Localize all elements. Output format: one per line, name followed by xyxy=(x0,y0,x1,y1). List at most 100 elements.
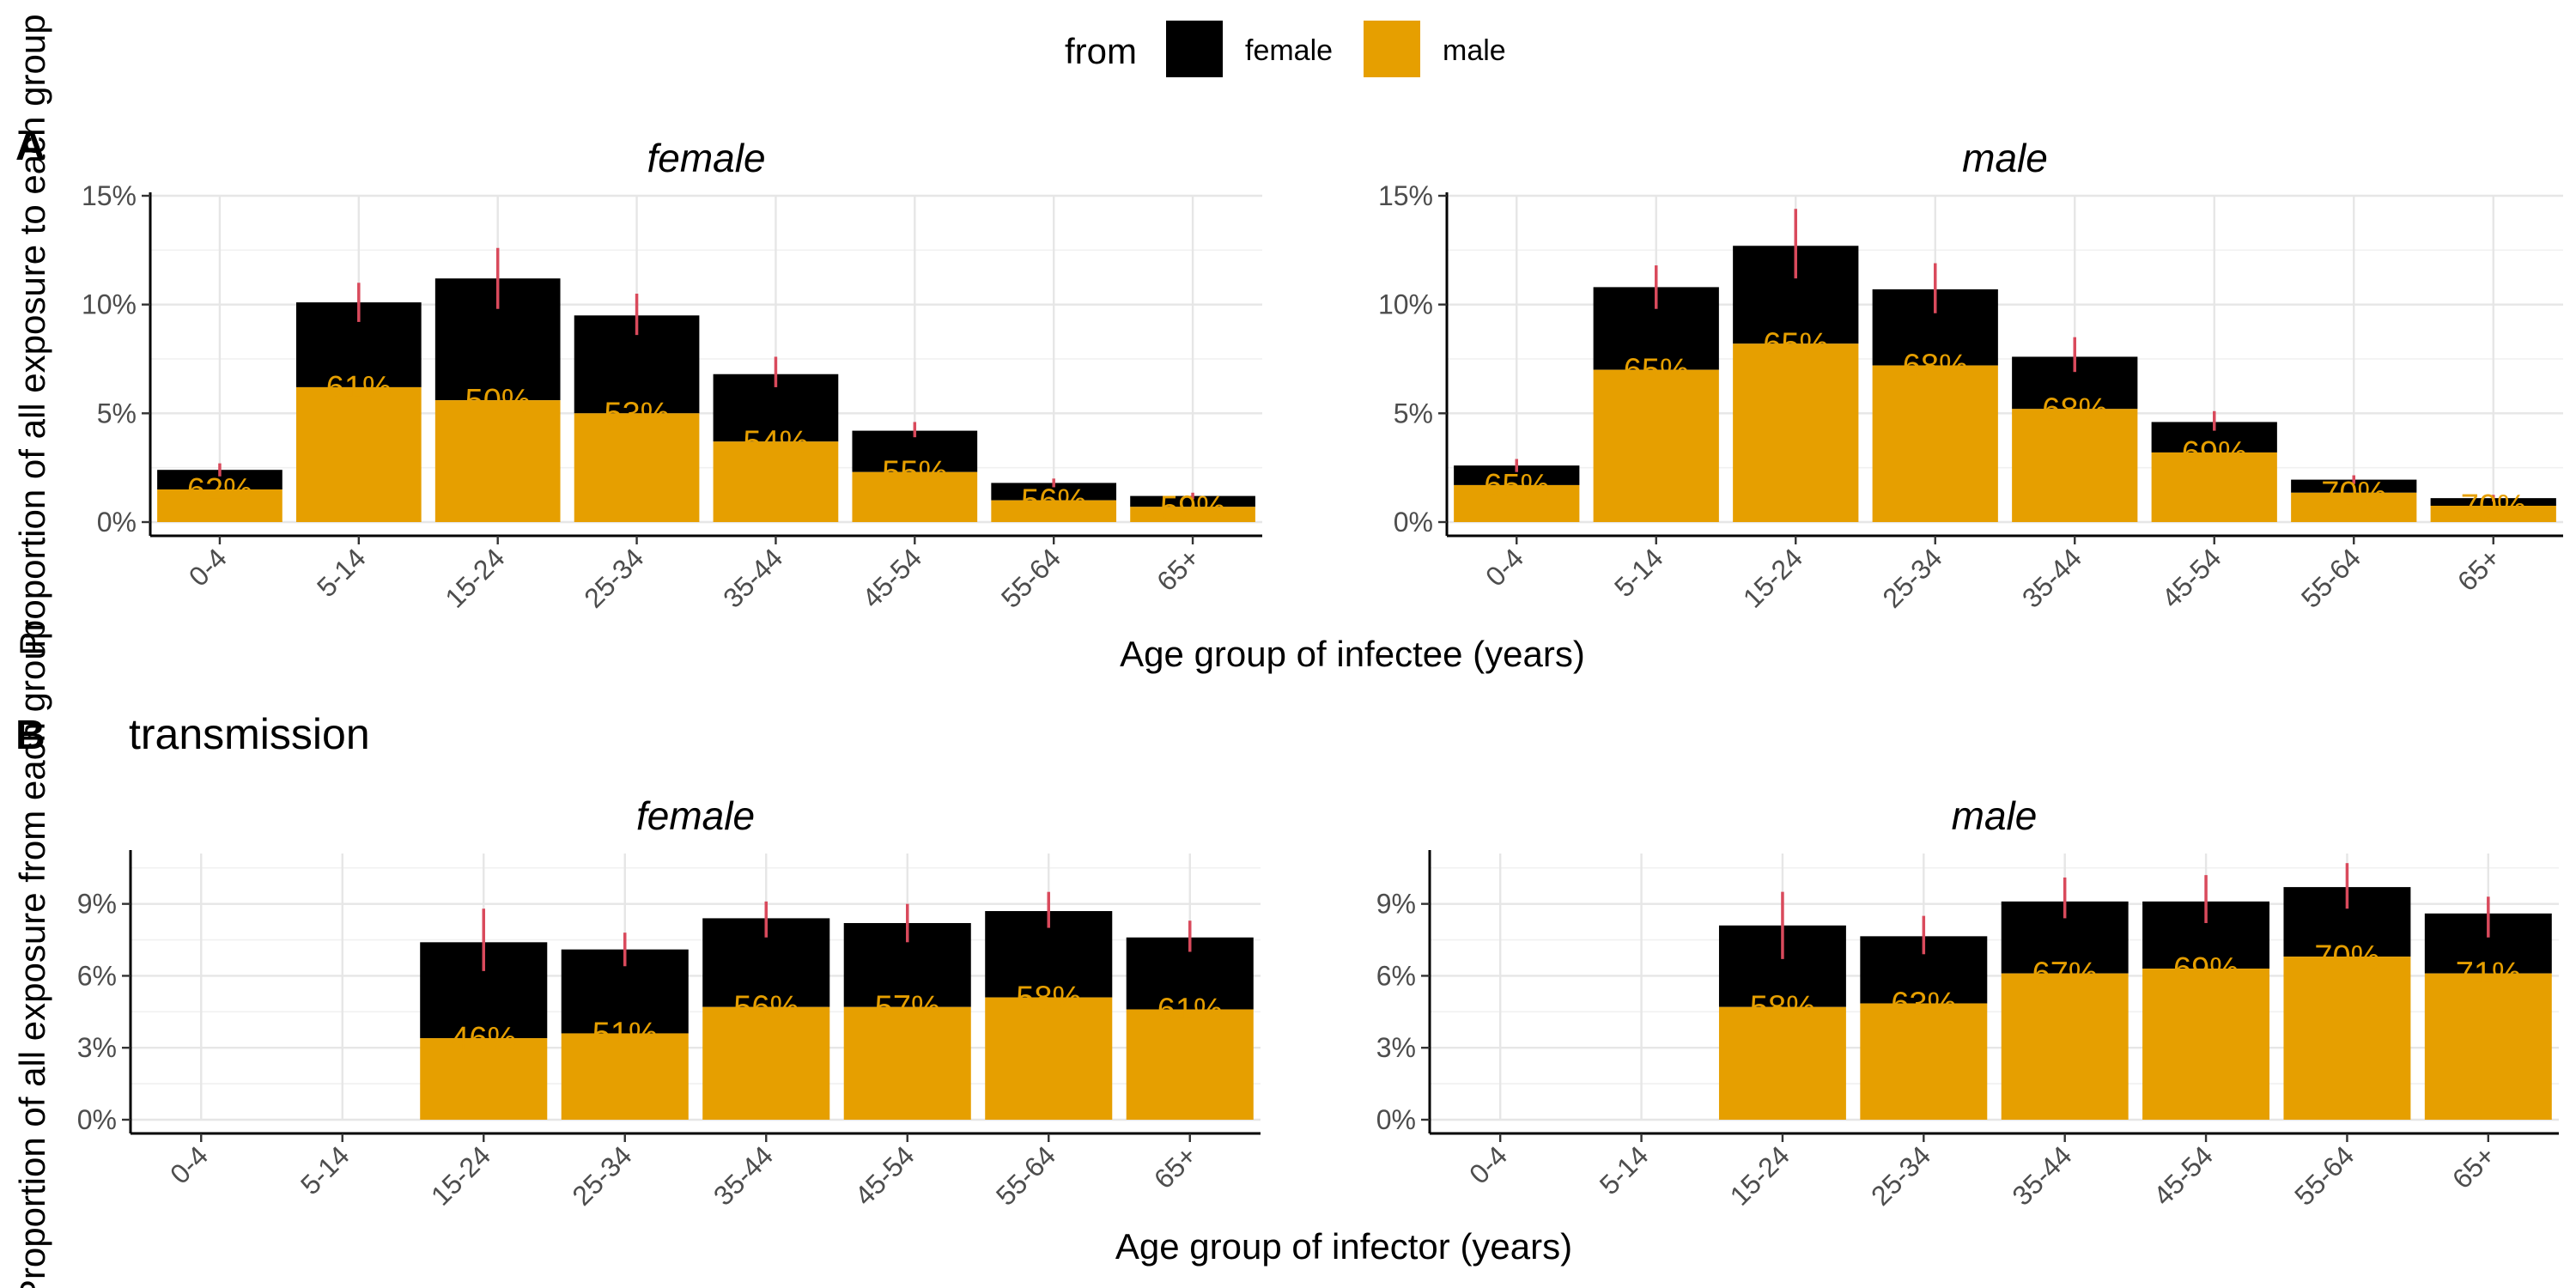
x-tick-label: 0-4 xyxy=(164,1139,214,1189)
facet-b-male: male 58% 63% 67% 69% 70% 71% 0% 3% 6% 9% 0-4 5-14 15-… xyxy=(1376,793,2559,1212)
y-tick-label: 10% xyxy=(1378,289,1433,320)
x-tick-label: 15-24 xyxy=(439,542,510,613)
y-tick-label: 0% xyxy=(97,507,137,538)
panel-tag-a: A xyxy=(15,124,46,169)
bar-male xyxy=(2151,452,2277,522)
facet-title: male xyxy=(1962,136,2048,180)
x-tick-label: 65+ xyxy=(1148,1139,1203,1194)
bar-female xyxy=(991,483,1117,501)
bar-male xyxy=(574,413,700,522)
x-axis-label-a: Age group of infectee (years) xyxy=(1120,634,1585,674)
y-tick-label: 15% xyxy=(82,180,137,211)
bar-male xyxy=(843,1006,971,1120)
bar-percent-label: 59% xyxy=(1160,489,1225,526)
bar-percent-label: 55% xyxy=(882,455,947,491)
y-tick-label: 0% xyxy=(77,1104,117,1135)
legend-label-female: female xyxy=(1245,34,1333,67)
bar-percent-label: 70% xyxy=(2321,476,2386,512)
bar-percent-label: 54% xyxy=(743,424,808,460)
bar-female xyxy=(157,470,283,489)
bar-male xyxy=(2001,973,2129,1120)
bar-male xyxy=(1126,1009,1254,1120)
x-tick-label: 15-24 xyxy=(1724,1139,1795,1211)
bar-male xyxy=(713,441,839,522)
y-tick-label: 5% xyxy=(1394,398,1433,428)
bar-male xyxy=(157,489,283,522)
x-tick-label: 65+ xyxy=(2446,1139,2501,1194)
bar-percent-label: 56% xyxy=(733,990,799,1026)
bar-male xyxy=(420,1038,548,1120)
y-tick-label: 3% xyxy=(77,1032,117,1063)
x-tick-label: 5-14 xyxy=(1594,1139,1655,1200)
bar-male xyxy=(1130,507,1255,522)
bar-male xyxy=(1593,369,1719,522)
y-tick-label: 15% xyxy=(1378,180,1433,211)
bar-female xyxy=(2430,498,2556,506)
legend-title: from xyxy=(1065,31,1137,71)
bar-percent-label: 65% xyxy=(1484,468,1549,504)
x-tick-label: 35-44 xyxy=(708,1139,779,1211)
bar-male xyxy=(1454,484,1580,522)
x-tick-label: 55-64 xyxy=(2288,1139,2360,1211)
x-tick-label: 45-54 xyxy=(2155,542,2227,613)
x-tick-label: 25-34 xyxy=(1865,1139,1936,1211)
x-tick-label: 25-34 xyxy=(566,1139,637,1211)
x-tick-label: 0-4 xyxy=(1463,1139,1513,1189)
bar-percent-label: 69% xyxy=(2173,951,2239,987)
y-axis-label-a: Proportion of all exposure to each group xyxy=(12,14,52,655)
x-tick-label: 35-44 xyxy=(717,542,788,613)
legend-label-male: male xyxy=(1443,34,1506,67)
bar-male xyxy=(991,500,1117,522)
bar-male xyxy=(561,1033,689,1120)
bar-percent-label: 53% xyxy=(605,396,670,432)
bar-percent-label: 58% xyxy=(1750,990,1815,1026)
x-tick-label: 65+ xyxy=(2451,542,2506,597)
bar-percent-label: 70% xyxy=(2461,489,2526,525)
facet-a-male: male 65% 65% 65% 68% 68% 69% 70% 70% 0% 5% 10% 15% 0-… xyxy=(1378,136,2563,614)
bar-male xyxy=(1718,1006,1846,1120)
x-tick-label: 35-44 xyxy=(2016,542,2087,613)
bar-percent-label: 57% xyxy=(875,990,940,1026)
panel-tag-b: B xyxy=(15,713,46,758)
y-tick-label: 6% xyxy=(77,960,117,991)
facet-b-female: female 46% 51% 56% 57% 58% 61% 0% 3% 6% 9% 0-4 5-14 1… xyxy=(77,793,1261,1212)
bar-female xyxy=(852,430,978,472)
x-tick-label: 45-54 xyxy=(848,1139,920,1211)
x-tick-label: 0-4 xyxy=(1479,542,1529,592)
bar-percent-label: 51% xyxy=(592,1016,658,1052)
x-tick-label: 55-64 xyxy=(2295,542,2366,613)
bar-percent-label: 58% xyxy=(1016,981,1081,1017)
bar-percent-label: 65% xyxy=(1624,353,1689,389)
bar-male xyxy=(434,400,561,522)
bar-percent-label: 68% xyxy=(1903,349,1968,385)
y-axis-label-b: Proportion of all exposure from each gro… xyxy=(12,620,52,1288)
x-tick-label: 5-14 xyxy=(295,1139,355,1200)
bar-percent-label: 70% xyxy=(2314,939,2379,975)
bar-female xyxy=(1130,495,1255,507)
bar-male xyxy=(702,1006,830,1120)
bar-percent-label: 56% xyxy=(1021,483,1086,519)
panel-b-title: transmission xyxy=(129,710,370,758)
x-tick-label: 55-64 xyxy=(995,542,1066,613)
bar-male xyxy=(2283,957,2411,1120)
bar-male xyxy=(2424,973,2552,1120)
x-tick-label: 25-34 xyxy=(1876,542,1947,613)
y-tick-label: 0% xyxy=(1376,1104,1416,1135)
legend: from female male xyxy=(1065,21,1506,77)
bar-percent-label: 50% xyxy=(465,383,531,419)
bar-percent-label: 46% xyxy=(451,1021,516,1057)
bar-percent-label: 67% xyxy=(2032,957,2098,993)
x-tick-label: 25-34 xyxy=(578,542,649,613)
bar-male xyxy=(2291,492,2417,522)
bar-percent-label: 61% xyxy=(1157,993,1223,1029)
facet-title: male xyxy=(1952,793,2038,838)
bar-percent-label: 63% xyxy=(1891,987,1956,1023)
y-tick-label: 9% xyxy=(77,889,117,920)
bar-percent-label: 65% xyxy=(1763,326,1828,362)
bar-female xyxy=(1454,465,1580,485)
x-tick-label: 5-14 xyxy=(311,542,372,603)
bar-female xyxy=(2291,479,2417,493)
bar-male xyxy=(985,997,1113,1120)
bar-male xyxy=(1860,1003,1988,1120)
